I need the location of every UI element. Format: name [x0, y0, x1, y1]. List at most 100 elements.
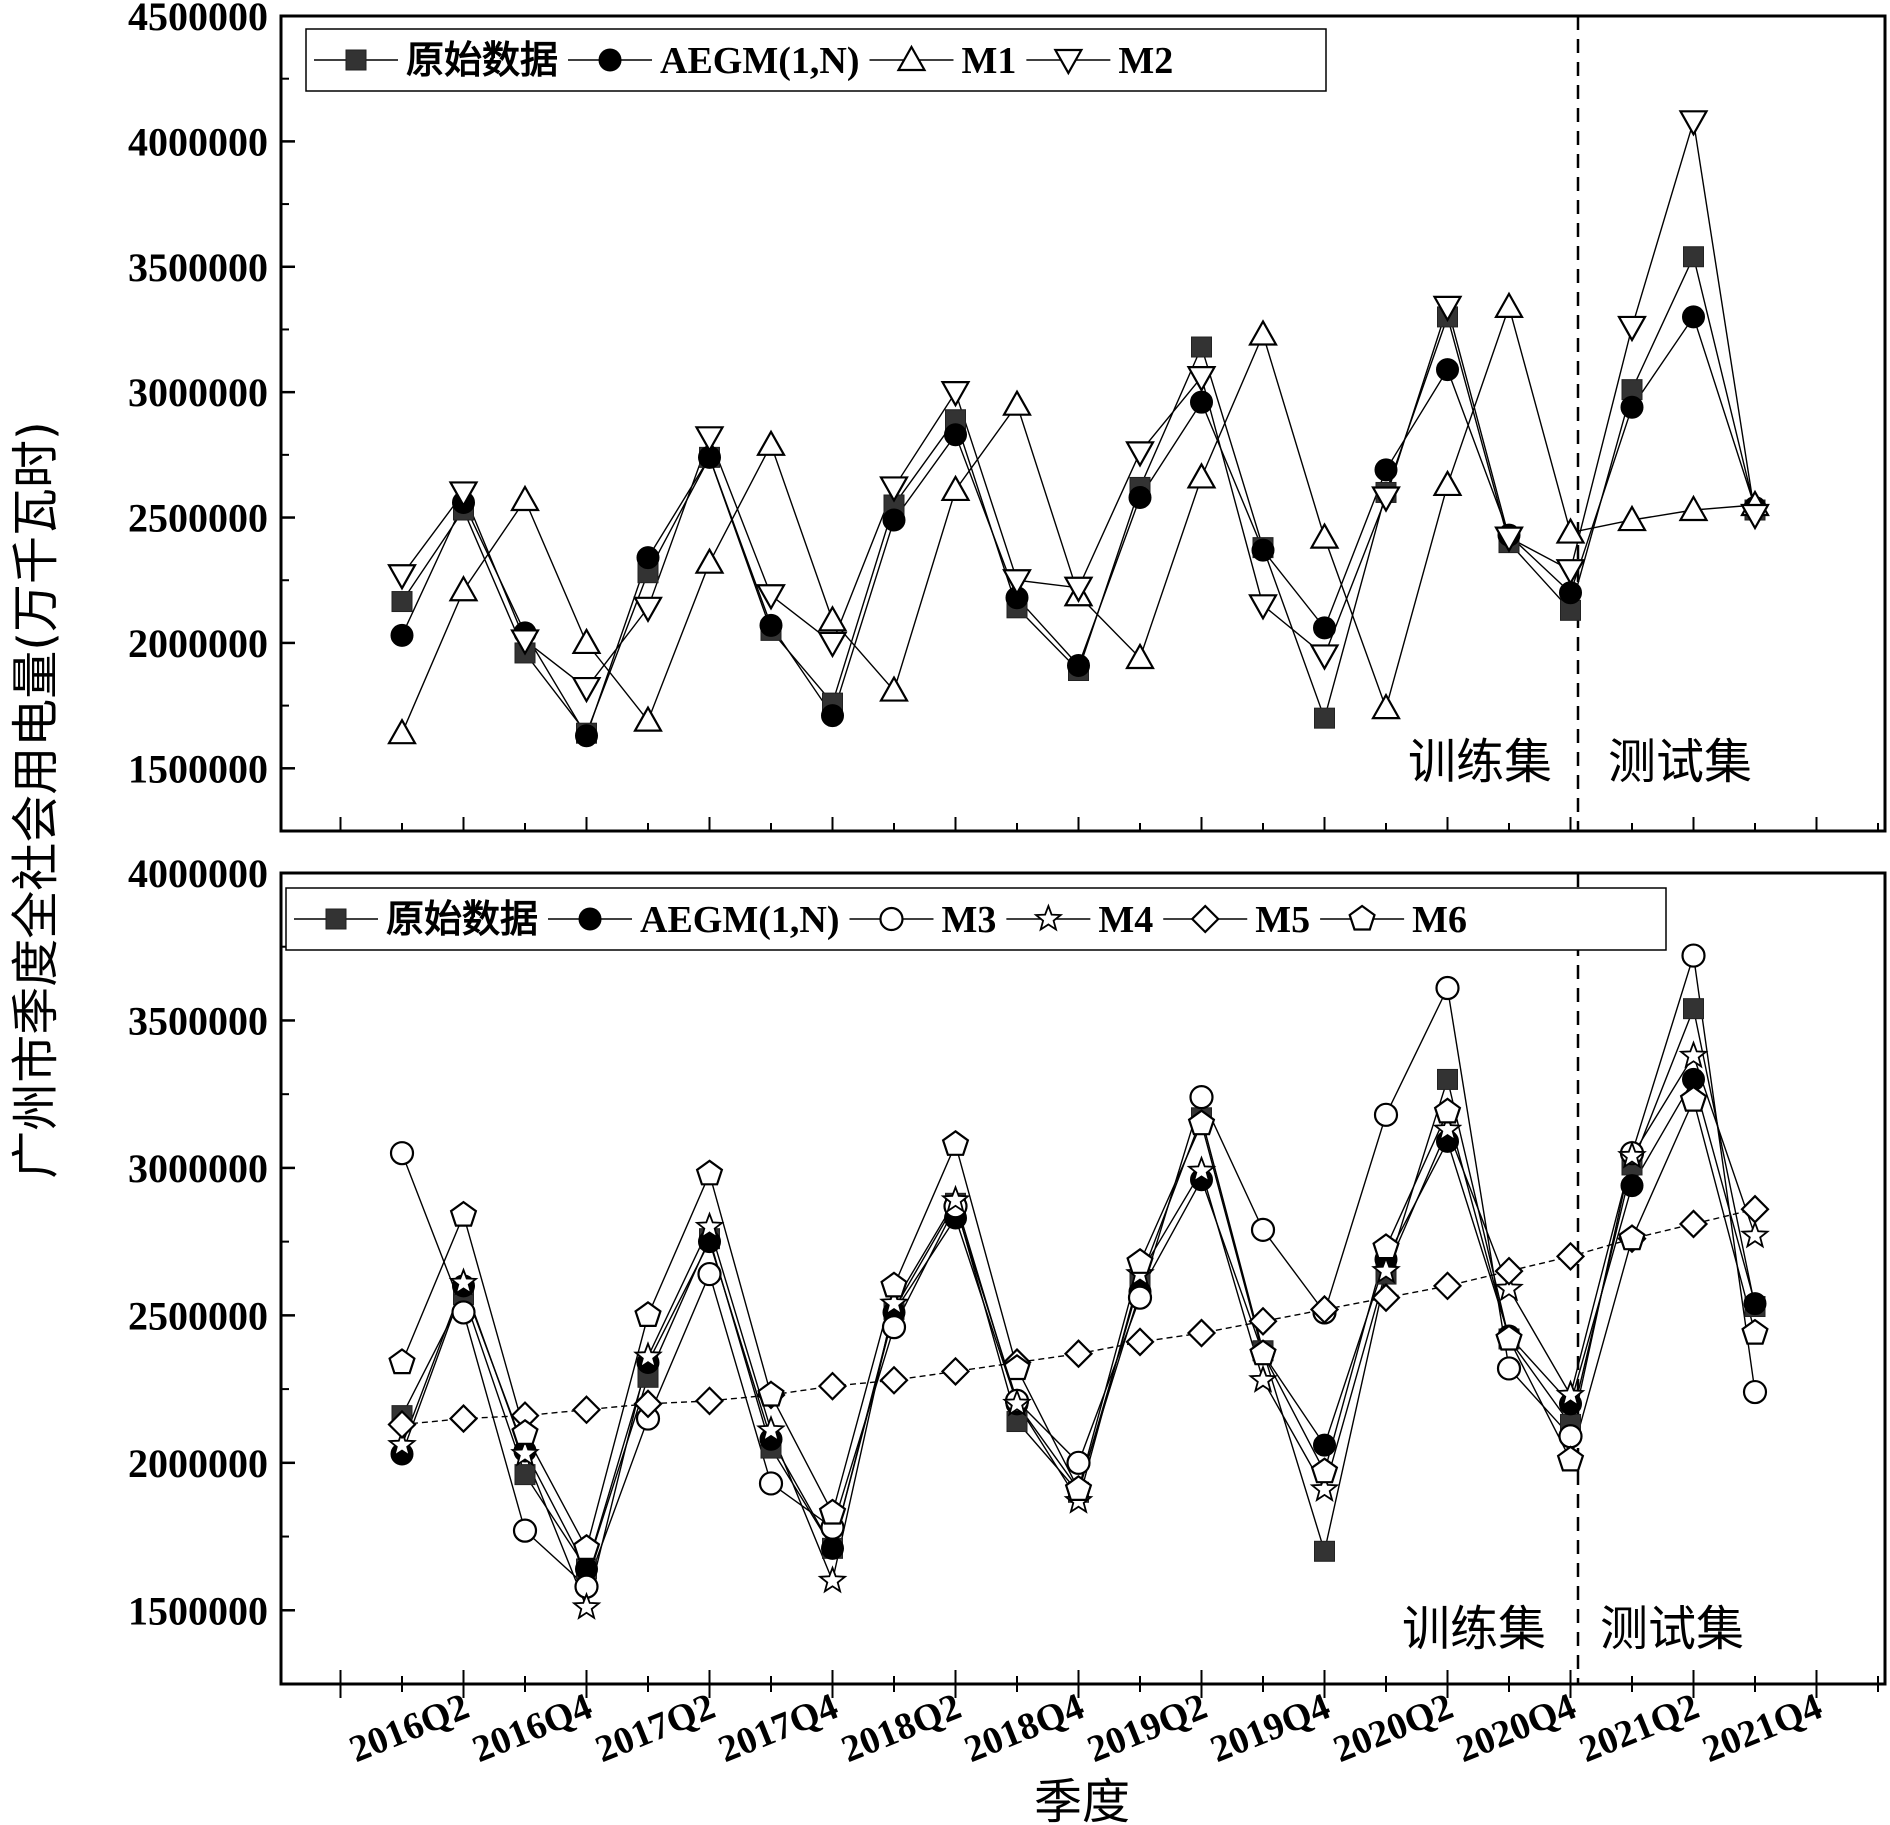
panel1-series-3-point	[1432, 1114, 1463, 1143]
panel1-series-4-point	[879, 1365, 909, 1395]
panel1-series-2-point	[1127, 1285, 1153, 1310]
panel1-series-5-point	[880, 1271, 908, 1298]
panel0-series-2-point	[571, 627, 602, 655]
panel0-series-1-point	[1251, 538, 1275, 562]
panel1-series-3-point	[694, 1211, 725, 1240]
panel0-series-2-point	[1309, 522, 1340, 549]
panel0-series-2-point	[1432, 469, 1463, 497]
panel1-legend-marker-5	[1348, 904, 1376, 931]
panel0-ytick-label: 4000000	[128, 119, 268, 164]
top-test-label: 测试集	[1608, 734, 1752, 790]
panel1-series-3-point	[1494, 1273, 1524, 1302]
panel1-series-3-point	[1617, 1140, 1647, 1169]
panel1-series-4-point	[694, 1386, 725, 1416]
panel1-legend-label-3: M4	[1098, 899, 1153, 941]
panel1-series-5-point	[511, 1418, 539, 1445]
panel0-series-3-point	[1248, 594, 1278, 621]
panel1-series-4-point	[1432, 1271, 1463, 1301]
panel1-series-2-point	[1250, 1217, 1276, 1242]
panel1-series-2-point	[1435, 975, 1460, 1001]
panel1-series-5-point	[1741, 1318, 1769, 1345]
panel1-legend-label-0: 原始数据	[386, 899, 538, 941]
panel1-series-3-point	[1309, 1473, 1340, 1502]
panel0-series-1-point	[944, 423, 967, 447]
panel0-ytick-label: 3500000	[128, 245, 268, 290]
panel1-series-2-point	[512, 1518, 538, 1543]
panel1-series-5-point	[1618, 1224, 1646, 1251]
panel0-legend-marker-0	[345, 49, 367, 71]
panel1-series-3-point	[1002, 1388, 1032, 1417]
panel0-series-1-point	[636, 546, 660, 570]
panel0-series-3-point	[694, 426, 725, 453]
panel0-series-1-point	[1190, 390, 1213, 414]
panel1-series-4-point	[1678, 1209, 1709, 1239]
panel0-series-2-point	[756, 429, 786, 456]
panel1-series-5-point	[941, 1129, 970, 1156]
panel0-series-1-point	[1436, 358, 1459, 382]
panel0-series-3-point	[1125, 441, 1155, 468]
panel1-legend-marker-0	[325, 908, 347, 930]
panel0-legend-label-1: AEGM(1,N)	[660, 40, 859, 82]
x-tick-label: 2018Q4	[959, 1685, 1090, 1771]
x-tick-label: 2020Q2	[1328, 1685, 1459, 1771]
panel0-series-3-point	[633, 596, 663, 624]
panel1-series-2-point	[451, 1300, 476, 1325]
panel1-series-5-point	[1249, 1339, 1277, 1366]
panel0-series-2-point	[448, 575, 479, 602]
panel1-legend-marker-3	[1033, 903, 1064, 932]
panel0-legend-marker-1	[598, 48, 622, 72]
panel1-series-5-point	[1310, 1457, 1339, 1484]
panel0-series-2-point	[1248, 319, 1278, 346]
panel0-series-2-point	[1678, 494, 1709, 522]
panel0-series-3-point	[879, 476, 909, 503]
panel1-series-5-point	[757, 1380, 785, 1407]
panel0-series-3-point	[1432, 295, 1463, 323]
panel1-series-5-point	[1495, 1324, 1523, 1351]
panel0-legend-marker-3	[1053, 48, 1084, 76]
panel1-series-4-point	[1063, 1339, 1094, 1369]
x-tick-label: 2019Q2	[1082, 1685, 1213, 1771]
panel1-series-3-point	[633, 1341, 663, 1370]
panel1-series-2-point	[1066, 1450, 1091, 1475]
panel1-series-2-point	[1189, 1085, 1214, 1110]
panel1-series-5-point	[1187, 1109, 1216, 1136]
x-tick-label: 2016Q2	[344, 1685, 475, 1771]
panel0-series-0-point	[1191, 336, 1212, 358]
panel1-series-4-point	[1555, 1241, 1586, 1271]
panel0-ytick-label: 2500000	[128, 496, 268, 541]
x-tick-label: 2018Q2	[836, 1685, 967, 1771]
panel1-legend-label-5: M6	[1412, 899, 1467, 941]
panel1-series-4-point	[633, 1389, 663, 1419]
panel0-series-3-point	[1186, 366, 1217, 393]
panel0-series-0-point	[1683, 246, 1704, 268]
panel1-series-5-point	[1064, 1475, 1093, 1502]
bottom-panel-frame	[279, 871, 1887, 1686]
panel0-series-3-point	[1678, 110, 1709, 137]
panel0-series-2-point	[510, 484, 540, 512]
panel1-series-3-point	[510, 1438, 540, 1467]
panel1-series-1-point	[1743, 1292, 1767, 1316]
panel1-series-1-point	[698, 1230, 721, 1254]
panel1-series-4-point	[940, 1356, 971, 1386]
panel0-series-3-point	[1063, 576, 1094, 603]
panel0-series-1-point	[759, 613, 783, 637]
panel0-legend-marker-2	[896, 44, 927, 72]
panel0-series-3-point	[1617, 315, 1647, 343]
y-axis-title: 广州市季度全社会用电量(万千瓦时)	[8, 421, 64, 1178]
panel1-series-line-3	[401, 1054, 1756, 1610]
panel1-series-4-point	[1371, 1283, 1401, 1313]
panel1-series-3-point	[448, 1267, 479, 1296]
panel1-series-5-point	[1556, 1445, 1585, 1472]
panel1-series-3-point	[1740, 1220, 1770, 1249]
panel0-series-3-point	[940, 381, 971, 408]
panel1-series-0-point	[514, 1464, 536, 1486]
panel1-series-1-point	[821, 1536, 844, 1560]
panel1-series-4-point	[1309, 1294, 1340, 1325]
panel1-series-0-point	[1683, 998, 1704, 1020]
panel1-series-2-point	[1558, 1424, 1583, 1449]
x-tick-label: 2016Q4	[467, 1685, 598, 1771]
panel1-legend-marker-4	[1190, 904, 1220, 934]
panel0-series-2-point	[1125, 642, 1155, 670]
panel0-series-1-point	[390, 623, 414, 647]
bottom-legend-box	[285, 887, 1667, 951]
